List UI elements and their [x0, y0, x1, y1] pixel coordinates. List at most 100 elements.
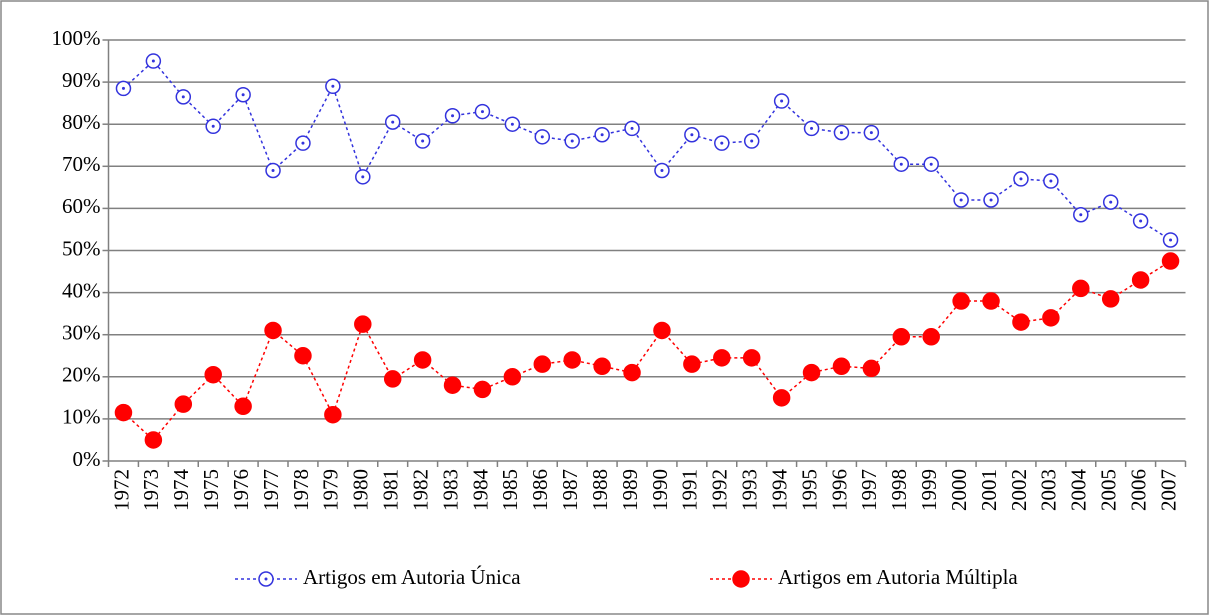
marker	[832, 357, 851, 376]
marker-dot	[630, 126, 634, 130]
x-tick-label: 1975	[199, 469, 223, 511]
marker	[982, 292, 1000, 310]
marker	[294, 347, 312, 365]
legend-label: Artigos em Autoria Única	[303, 565, 521, 589]
marker	[204, 365, 222, 384]
legend-marker	[732, 570, 750, 588]
data-point	[354, 315, 372, 333]
series-line	[122, 260, 1171, 442]
marker-dot	[181, 95, 185, 99]
data-point	[833, 124, 850, 141]
data-point	[264, 321, 282, 340]
data-point	[294, 347, 312, 365]
marker-dot	[1079, 213, 1083, 217]
data-point	[654, 162, 670, 179]
x-tick-label: 1972	[109, 469, 133, 511]
data-point	[174, 395, 193, 413]
data-point	[205, 118, 221, 135]
data-point	[923, 156, 939, 172]
x-tick-label: 1978	[289, 469, 313, 511]
marker-dot	[750, 139, 754, 143]
marker-dot	[510, 122, 514, 126]
data-point	[713, 349, 731, 367]
x-tick-label: 1992	[708, 469, 732, 511]
data-point	[1042, 309, 1060, 327]
marker	[563, 351, 581, 369]
y-tick-label: 40%	[62, 278, 101, 302]
data-point	[863, 124, 880, 141]
data-point	[235, 86, 251, 103]
marker	[1101, 290, 1120, 308]
marker	[503, 368, 522, 386]
marker	[922, 328, 940, 346]
data-point	[982, 292, 1000, 310]
data-point	[1102, 194, 1119, 210]
marker-dot	[929, 162, 933, 166]
data-point	[1043, 173, 1059, 189]
x-tick-label: 1991	[678, 469, 702, 511]
marker	[1131, 271, 1150, 289]
data-point	[383, 370, 402, 388]
x-tick-label: 1980	[349, 469, 373, 511]
y-tick-label: 70%	[62, 152, 101, 176]
marker-dot	[361, 175, 365, 179]
data-point	[443, 376, 462, 394]
marker	[473, 380, 492, 399]
data-point	[355, 169, 371, 185]
marker-dot	[391, 120, 395, 124]
data-point	[204, 365, 222, 384]
data-point	[742, 349, 761, 367]
marker	[742, 349, 761, 367]
marker	[713, 349, 731, 367]
x-tick-label: 1982	[408, 469, 432, 511]
x-tick-label: 1996	[827, 469, 851, 511]
data-point	[743, 133, 760, 149]
data-point	[1132, 213, 1149, 229]
marker-dot	[959, 198, 963, 202]
data-point	[773, 93, 790, 109]
marker-dot	[720, 141, 724, 145]
marker-dot	[600, 133, 604, 137]
marker	[174, 395, 193, 413]
x-tick-label: 2000	[947, 469, 971, 511]
data-point	[803, 120, 820, 137]
marker-dot	[540, 135, 544, 139]
marker	[533, 355, 552, 373]
x-tick-label: 1986	[528, 469, 552, 511]
x-tick-label: 1973	[139, 469, 163, 511]
x-tick-label: 1976	[229, 469, 253, 511]
data-point	[295, 135, 311, 151]
marker-dot	[1139, 219, 1143, 223]
marker	[443, 376, 462, 394]
data-point	[1073, 206, 1089, 223]
y-tick-label: 100%	[52, 26, 101, 50]
marker	[593, 357, 611, 376]
data-point	[114, 403, 133, 422]
y-tick-label: 50%	[62, 236, 101, 260]
marker-dot	[271, 169, 275, 173]
data-point	[534, 129, 551, 145]
marker	[413, 351, 432, 369]
x-tick-label: 1987	[558, 469, 582, 511]
y-tick-label: 20%	[62, 363, 101, 387]
marker-dot	[989, 198, 993, 202]
marker-dot	[121, 86, 125, 90]
data-point	[1013, 171, 1029, 187]
marker-dot	[570, 139, 574, 143]
marker-dot	[660, 169, 664, 173]
marker	[234, 397, 252, 416]
data-point	[892, 328, 911, 346]
y-tick-label: 80%	[62, 110, 101, 134]
data-point	[175, 89, 192, 105]
data-point	[265, 162, 281, 179]
marker-dot	[421, 139, 425, 143]
x-tick-label: 1984	[468, 469, 492, 512]
marker-dot	[690, 133, 694, 137]
marker	[354, 315, 372, 333]
x-tick-label: 1995	[797, 469, 821, 511]
data-point	[145, 53, 162, 69]
data-point	[893, 156, 910, 172]
